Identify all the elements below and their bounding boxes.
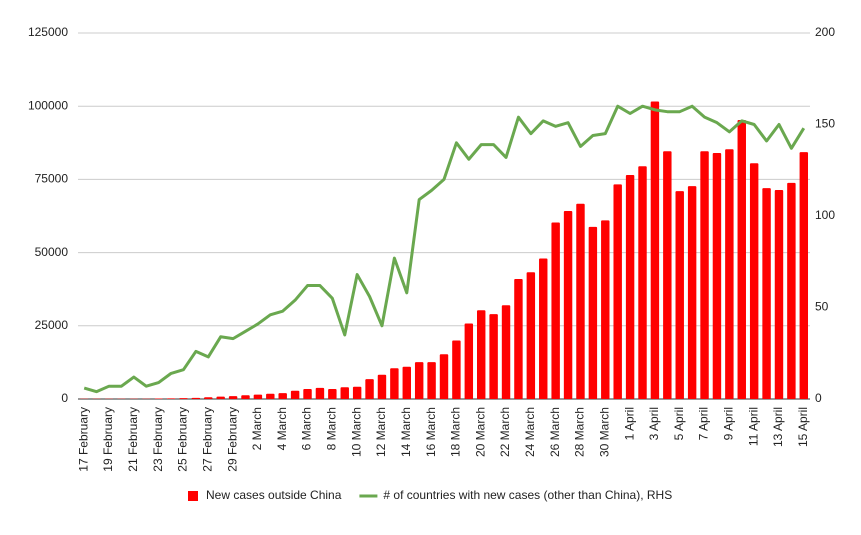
bar <box>676 191 684 399</box>
bar <box>527 272 535 399</box>
bar <box>216 397 224 399</box>
y2-tick-label: 200 <box>815 25 835 39</box>
bar <box>762 188 770 399</box>
bar <box>700 151 708 399</box>
bar <box>638 166 646 399</box>
bar <box>303 389 311 399</box>
legend-swatch <box>188 491 198 501</box>
bar <box>427 362 435 399</box>
x-tick-label: 24 March <box>523 407 537 457</box>
x-tick-label: 25 February <box>176 407 190 472</box>
x-tick-label: 21 February <box>126 407 140 472</box>
x-tick-label: 13 April <box>771 407 785 447</box>
bar <box>750 163 758 399</box>
bar <box>365 379 373 399</box>
y2-tick-label: 150 <box>815 117 835 131</box>
x-tick-label: 20 March <box>473 407 487 457</box>
y-tick-label: 100000 <box>28 98 68 112</box>
bar <box>167 398 175 399</box>
x-tick-label: 2 March <box>250 407 264 450</box>
bar <box>254 395 262 399</box>
bar <box>601 220 609 399</box>
bar <box>328 389 336 399</box>
y2-tick-label: 100 <box>815 208 835 222</box>
y2-tick-label: 50 <box>815 300 829 314</box>
bar <box>626 175 634 399</box>
legend-label: # of countries with new cases (other tha… <box>383 488 672 502</box>
x-tick-label: 15 April <box>796 407 810 447</box>
bar <box>192 398 200 399</box>
x-tick-label: 12 March <box>374 407 388 457</box>
bar <box>651 102 659 399</box>
bar <box>403 367 411 399</box>
bar <box>502 305 510 399</box>
x-tick-label: 19 February <box>101 407 115 472</box>
bar <box>738 120 746 399</box>
x-tick-label: 30 March <box>597 407 611 457</box>
x-tick-label: 28 March <box>573 407 587 457</box>
x-tick-label: 6 March <box>300 407 314 450</box>
bar <box>440 354 448 399</box>
bar <box>775 190 783 399</box>
x-tick-label: 11 April <box>746 407 760 446</box>
x-tick-label: 23 February <box>151 407 165 472</box>
bar <box>353 387 361 399</box>
x-tick-label: 18 March <box>449 407 463 457</box>
bar <box>316 388 324 399</box>
x-tick-label: 17 February <box>76 407 90 472</box>
bar <box>589 227 597 399</box>
legend-label: New cases outside China <box>206 488 342 502</box>
bar <box>415 362 423 399</box>
bar <box>390 368 398 399</box>
bar <box>613 184 621 399</box>
bar <box>179 398 187 399</box>
bar <box>465 323 473 399</box>
y-tick-label: 75000 <box>35 172 69 186</box>
x-tick-label: 26 March <box>548 407 562 457</box>
bar <box>378 375 386 399</box>
y2-tick-label: 0 <box>815 391 822 405</box>
bar <box>564 211 572 399</box>
bar <box>266 394 274 399</box>
x-tick-label: 29 February <box>225 407 239 472</box>
bar <box>576 204 584 399</box>
bar <box>291 391 299 399</box>
y-tick-label: 25000 <box>35 318 69 332</box>
bar <box>204 397 212 399</box>
bar <box>452 340 460 399</box>
x-tick-label: 22 March <box>498 407 512 457</box>
x-tick-label: 14 March <box>399 407 413 457</box>
y-tick-label: 0 <box>61 391 68 405</box>
bar <box>341 387 349 399</box>
bar <box>713 153 721 399</box>
x-tick-label: 8 March <box>325 407 339 450</box>
bar <box>539 258 547 399</box>
x-tick-label: 3 April <box>647 407 661 440</box>
x-tick-label: 7 April <box>697 407 711 440</box>
x-tick-label: 9 April <box>722 407 736 440</box>
bar <box>477 310 485 399</box>
bar <box>241 395 249 399</box>
x-tick-label: 16 March <box>424 407 438 457</box>
bar <box>551 222 559 399</box>
bar <box>725 149 733 399</box>
y-tick-label: 125000 <box>28 25 68 39</box>
x-tick-label: 27 February <box>200 407 214 472</box>
bar <box>787 183 795 399</box>
x-tick-label: 5 April <box>672 407 686 440</box>
bar <box>800 152 808 399</box>
x-tick-label: 10 March <box>349 407 363 457</box>
x-tick-label: 1 April <box>622 407 636 440</box>
bar <box>229 396 237 399</box>
bar <box>688 186 696 399</box>
y-tick-label: 50000 <box>35 245 69 259</box>
bar <box>514 279 522 399</box>
bar <box>489 314 497 399</box>
x-tick-label: 4 March <box>275 407 289 450</box>
bar <box>663 151 671 399</box>
bar <box>278 393 286 399</box>
